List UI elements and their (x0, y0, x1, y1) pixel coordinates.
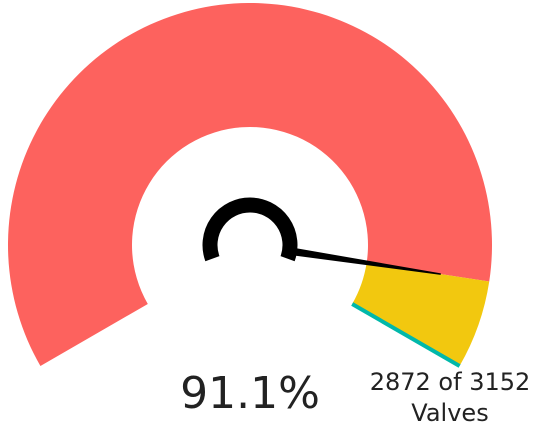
caption: 2872 of 3152 (370, 368, 531, 396)
value-arc (7, 2, 493, 367)
percent-label: 91.1% (180, 368, 320, 419)
remainder-arc (352, 262, 490, 366)
unit-label: Valves (411, 399, 488, 427)
needle (295, 248, 441, 275)
target-line (351, 302, 461, 368)
center-ring (202, 197, 298, 262)
